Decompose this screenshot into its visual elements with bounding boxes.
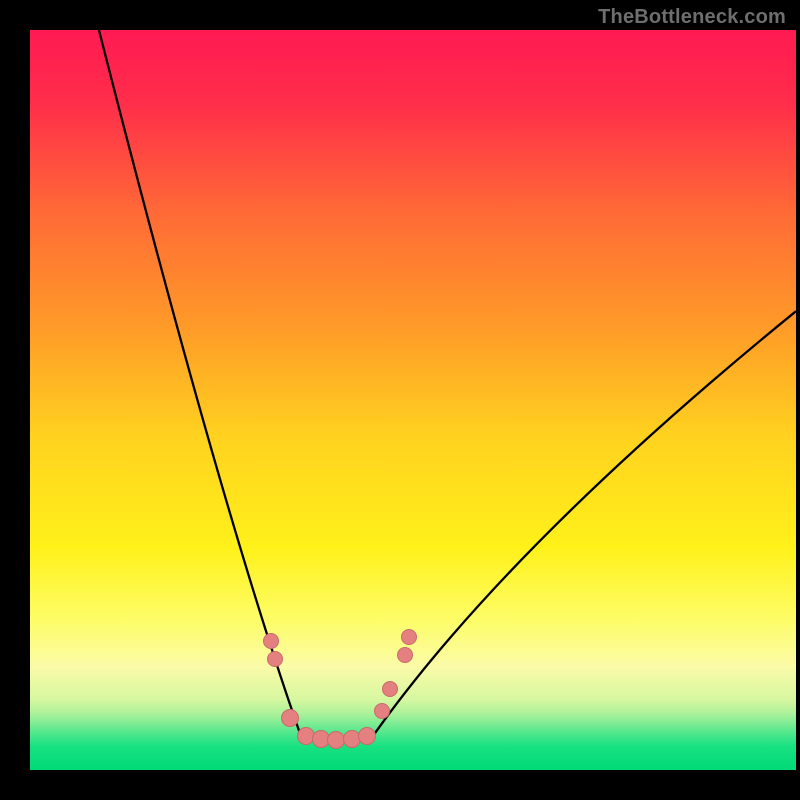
curve-node (382, 681, 398, 697)
curve-node (401, 629, 417, 645)
v-curve-path (99, 30, 796, 739)
curve-node (263, 633, 279, 649)
watermark-text: TheBottleneck.com (598, 6, 786, 29)
bottleneck-curve (0, 0, 800, 800)
curve-node (267, 651, 283, 667)
chart-frame: TheBottleneck.com (0, 0, 800, 800)
curve-node (358, 727, 376, 745)
